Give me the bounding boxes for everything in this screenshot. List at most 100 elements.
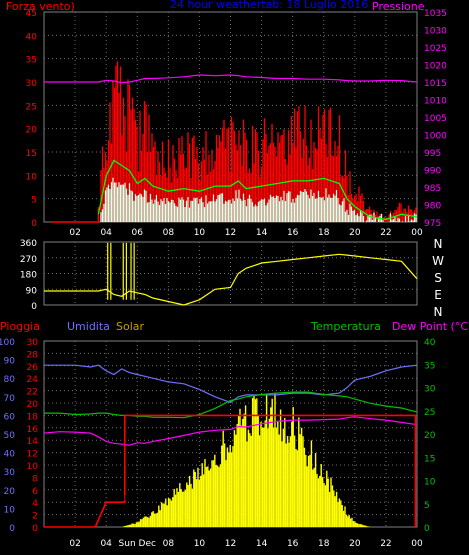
wind-tick-label: 40 bbox=[26, 32, 38, 42]
x-tick-label: 22 bbox=[380, 539, 391, 549]
x-tick-label: 08 bbox=[163, 539, 175, 549]
temperature-tick-label: 10 bbox=[424, 478, 436, 488]
wind-tick-label: 35 bbox=[26, 56, 37, 66]
sunset-annotation: Sun Set bbox=[352, 493, 387, 503]
temperature-tick-label: 5 bbox=[424, 501, 430, 511]
temperature-tick-label: 40 bbox=[424, 338, 436, 348]
humidity-axis-ticks: 0 10 20 30 40 50 60 70 80 90 100 bbox=[0, 338, 15, 534]
rain-tick-label: 22 bbox=[27, 388, 38, 398]
humidity-tick-label: 10 bbox=[4, 505, 16, 515]
x-tick-label: Sun Dec bbox=[119, 539, 156, 549]
x-tick-label: 10 bbox=[194, 539, 206, 549]
compass-label: N bbox=[434, 305, 443, 319]
humidity-legend: Umidita bbox=[67, 320, 110, 333]
temperature-axis-ticks: 0 5 10 15 20 25 30 35 40 bbox=[424, 338, 436, 534]
pressure-tick-label: 1035 bbox=[424, 9, 447, 19]
rain-line bbox=[44, 414, 417, 528]
humidity-tick-label: 30 bbox=[4, 468, 16, 478]
temperature-tick-label: 25 bbox=[424, 408, 435, 418]
x-tick-label: 18 bbox=[318, 539, 330, 549]
direction-tick-label: 360 bbox=[20, 239, 37, 249]
pressure-axis-label: Pressione bbox=[372, 0, 425, 13]
pressure-tick-label: 1030 bbox=[424, 27, 447, 37]
pressure-tick-label: 980 bbox=[424, 202, 441, 212]
x-tick-label: 20 bbox=[349, 539, 361, 549]
top-grid bbox=[44, 12, 417, 222]
x-tick-label: 00 bbox=[411, 228, 423, 238]
humidity-tick-label: 70 bbox=[4, 394, 16, 404]
x-tick-label: 14 bbox=[256, 228, 268, 238]
humidity-tick-label: 40 bbox=[4, 450, 16, 460]
pressure-tick-label: 975 bbox=[424, 219, 441, 229]
temperature-tick-label: 30 bbox=[424, 385, 436, 395]
x-tick-label: 02 bbox=[69, 228, 80, 238]
wind-axis-label: Forza vento) bbox=[6, 0, 75, 13]
x-tick-label: 20 bbox=[349, 228, 361, 238]
rain-tick-label: 4 bbox=[32, 499, 38, 509]
rain-tick-label: 6 bbox=[32, 487, 38, 497]
direction-tick-label: 180 bbox=[20, 271, 37, 281]
humidity-tick-label: 80 bbox=[4, 375, 16, 385]
direction-axis-ticks: 0 90 180 270 360 bbox=[20, 239, 37, 312]
humidity-tick-label: 90 bbox=[4, 357, 16, 367]
x-tick-label: 12 bbox=[225, 228, 236, 238]
pressure-tick-label: 1020 bbox=[424, 62, 447, 72]
humidity-tick-label: 0 bbox=[9, 524, 15, 534]
pressure-axis-ticks: 975 980 985 990 995 1000 1005 1010 1015 1020 1025 1… bbox=[424, 9, 447, 229]
x-tick-label: 18 bbox=[318, 228, 330, 238]
pressure-tick-label: 1015 bbox=[424, 79, 447, 89]
compass-label: W bbox=[432, 254, 444, 268]
pressure-tick-label: 995 bbox=[424, 149, 441, 159]
humidity-tick-label: 60 bbox=[4, 412, 16, 422]
temperature-tick-label: 0 bbox=[424, 524, 430, 534]
wind-tick-label: 5 bbox=[31, 196, 37, 206]
wind-axis-ticks: 0 5 10 15 20 25 30 35 40 45 bbox=[26, 9, 38, 229]
humidity-tick-label: 100 bbox=[0, 338, 15, 348]
pressure-line bbox=[44, 74, 418, 84]
rain-tick-label: 12 bbox=[27, 450, 38, 460]
rain-tick-label: 30 bbox=[27, 338, 39, 348]
top-series bbox=[44, 61, 418, 223]
pressure-tick-label: 1005 bbox=[424, 114, 447, 124]
temperature-tick-label: 15 bbox=[424, 454, 435, 464]
x-tick-label: 22 bbox=[380, 228, 391, 238]
compass-label: N bbox=[434, 237, 443, 251]
direction-tick-label: 0 bbox=[31, 302, 37, 312]
temperature-tick-label: 20 bbox=[424, 431, 436, 441]
wind-tick-label: 30 bbox=[26, 79, 38, 89]
wind-tick-label: 10 bbox=[26, 172, 38, 182]
pressure-tick-label: 1010 bbox=[424, 97, 447, 107]
direction-line bbox=[44, 253, 418, 306]
chart-title: 24 hour weathertab: 18 Luglio 2016 bbox=[170, 0, 368, 11]
wind-tick-label: 0 bbox=[31, 219, 37, 229]
rain-tick-label: 26 bbox=[27, 363, 39, 373]
wind-tick-label: 45 bbox=[26, 9, 37, 19]
dewpoint-legend: Dew Point (°C) bbox=[392, 320, 469, 333]
bottom-x-axis-ticks: 02 04 Sun Dec 08 10 12 14 16 18 20 22 00 bbox=[69, 539, 423, 549]
pressure-tick-label: 990 bbox=[424, 167, 441, 177]
humidity-tick-label: 50 bbox=[4, 431, 16, 441]
wind-tick-label: 25 bbox=[26, 102, 37, 112]
rain-tick-label: 14 bbox=[27, 437, 39, 447]
sunrise-annotation: Sun Rise bbox=[115, 493, 154, 503]
compass-label: S bbox=[434, 271, 442, 285]
humidity-line bbox=[44, 364, 418, 404]
rain-tick-label: 2 bbox=[32, 512, 38, 522]
temperature-tick-label: 35 bbox=[424, 361, 435, 371]
wind-tick-label: 20 bbox=[26, 126, 38, 136]
dewpoint-line bbox=[43, 416, 418, 446]
rain-tick-label: 28 bbox=[27, 350, 39, 360]
x-tick-label: 16 bbox=[287, 228, 299, 238]
rain-tick-label: 20 bbox=[27, 400, 39, 410]
rain-legend: Pioggia bbox=[0, 320, 40, 333]
solar-legend: Solar bbox=[116, 320, 145, 333]
humidity-tick-label: 20 bbox=[4, 487, 16, 497]
x-tick-label: 12 bbox=[225, 539, 236, 549]
x-tick-label: 02 bbox=[69, 539, 80, 549]
rain-tick-label: 8 bbox=[32, 474, 38, 484]
